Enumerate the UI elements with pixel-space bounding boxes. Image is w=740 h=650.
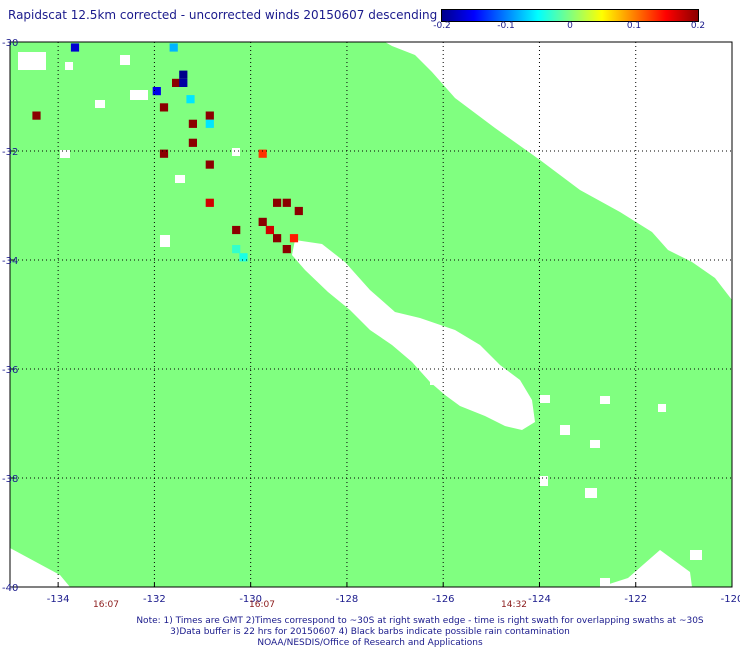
footnote-1: Note: 1) Times are GMT 2)Times correspon…	[136, 616, 704, 626]
no-data-patch	[160, 235, 170, 247]
data-cell	[273, 234, 282, 243]
no-data-patch	[60, 150, 70, 158]
y-axis: -30 -32 -34 -36 -38 -40	[2, 38, 18, 594]
data-cell	[152, 87, 161, 96]
no-data-patch	[175, 175, 185, 183]
data-cell	[265, 225, 274, 235]
no-data-patch	[690, 550, 702, 560]
no-data-patch	[540, 395, 550, 403]
data-cell	[179, 78, 188, 87]
x-tick-label: -128	[336, 594, 359, 605]
data-cell	[239, 253, 248, 262]
x-axis: -134 -132 -130 -128 -126 -124 -122 -120	[47, 583, 740, 605]
no-data-patch	[600, 396, 610, 404]
no-data-patch	[600, 578, 610, 587]
data-cell	[258, 217, 267, 226]
y-tick-label: -36	[2, 365, 18, 376]
no-data-patch	[18, 52, 46, 70]
no-data-patch	[95, 100, 105, 108]
y-tick-label: -38	[2, 474, 18, 485]
plot-frame	[9, 41, 733, 588]
y-tick-label: -40	[2, 583, 18, 594]
data-cell	[232, 225, 241, 235]
data-cell	[273, 198, 282, 207]
x-tick-label: -130	[239, 594, 262, 605]
data-cell	[172, 78, 181, 87]
data-cells	[32, 43, 303, 262]
data-cell	[32, 111, 41, 120]
data-cell	[188, 138, 197, 147]
data-cell	[232, 245, 241, 254]
data-cell	[282, 198, 291, 207]
no-data-gap	[292, 240, 535, 430]
colorbar-tick-label: 0.2	[690, 21, 706, 31]
no-data-patch	[493, 377, 503, 387]
y-tick-label: -32	[2, 147, 18, 158]
no-data-patch	[658, 404, 666, 412]
data-cell	[186, 95, 195, 104]
data-cell	[205, 198, 214, 207]
no-data-patch	[560, 425, 570, 435]
x-tick-label: -122	[624, 594, 647, 605]
colorbar-tick-label: -0.1	[497, 21, 515, 31]
x-tick-label: -120	[721, 594, 740, 605]
data-cell	[205, 111, 214, 120]
footnote-3: NOAA/NESDIS/Office of Research and Appli…	[257, 638, 483, 648]
swath-time-3: 14:32	[501, 600, 527, 610]
no-data-patch	[540, 476, 548, 486]
swath-coverage	[10, 42, 732, 587]
data-cell	[282, 245, 291, 254]
data-cell	[159, 103, 169, 112]
x-tick-label: -124	[528, 594, 551, 605]
y-tick-label: -34	[2, 256, 18, 267]
data-cell	[294, 206, 303, 216]
data-cell	[70, 43, 80, 52]
no-data-patch	[430, 375, 444, 385]
data-cell	[159, 149, 169, 158]
x-tick-label: -132	[143, 594, 166, 605]
colorbar	[441, 9, 699, 22]
no-data-patch	[590, 440, 600, 448]
footnote-2: 3)Data buffer is 22 hrs for 20150607 4) …	[170, 627, 570, 637]
grid-lines	[10, 42, 732, 587]
data-cell	[205, 119, 214, 128]
no-data-patch	[232, 148, 240, 156]
swath-time-2: 16:07	[249, 600, 275, 610]
colorbar-tick-label: 0.1	[626, 21, 642, 31]
no-data-patch	[130, 90, 148, 100]
y-tick-label: -30	[2, 38, 18, 49]
swath-time-1: 16:07	[93, 600, 119, 610]
chart-title: Rapidscat 12.5km corrected - uncorrected…	[8, 8, 438, 22]
no-data-patch	[120, 55, 130, 65]
colorbar-tick-label: -0.2	[433, 21, 451, 31]
x-tick-label: -126	[432, 594, 455, 605]
x-tick-label: -134	[47, 594, 70, 605]
data-cell	[289, 234, 299, 243]
data-cell	[258, 149, 267, 158]
data-cell	[169, 43, 178, 52]
data-cell	[188, 119, 197, 128]
colorbar-tick-label: 0	[567, 21, 573, 31]
data-cell	[179, 70, 188, 79]
no-data-patch	[585, 488, 597, 498]
data-cell	[205, 160, 214, 169]
no-data-patch	[65, 62, 73, 70]
colorbar-gradient	[442, 10, 698, 21]
